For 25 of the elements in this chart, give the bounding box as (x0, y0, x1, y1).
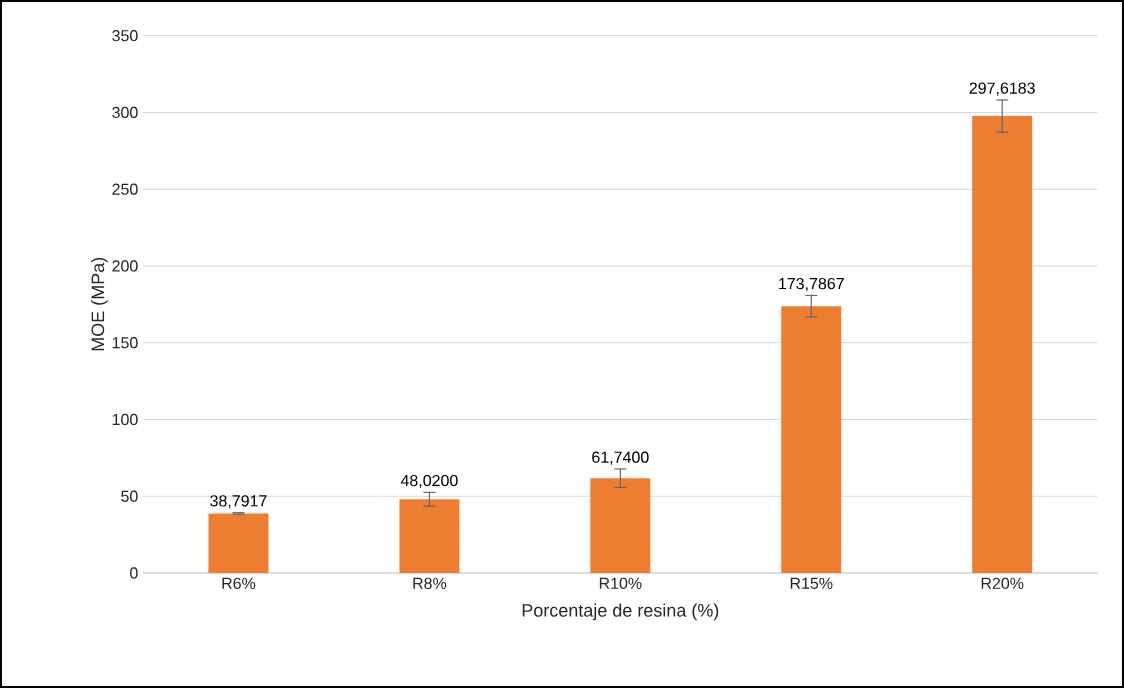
y-tick-label: 150 (112, 337, 138, 349)
bar (208, 513, 269, 573)
y-tick-label: 350 (112, 30, 138, 42)
bar (972, 116, 1033, 573)
y-tick-label: 300 (112, 106, 138, 119)
x-tick-label: R8% (413, 577, 447, 590)
bar (781, 306, 842, 573)
x-tick-label: R10% (599, 577, 642, 590)
y-tick-label: 50 (121, 490, 138, 502)
data-label: 297,6183 (969, 82, 1035, 96)
y-tick-label: 250 (112, 183, 138, 195)
y-tick-label: 200 (112, 260, 138, 272)
data-label: 48,0200 (400, 474, 458, 489)
bar (399, 499, 460, 573)
y-axis-title: MOE (MPa) (91, 257, 108, 351)
data-label: 61,7400 (592, 451, 649, 465)
x-tick-label: R20% (981, 577, 1024, 590)
x-tick-label: R15% (790, 577, 833, 589)
bar (590, 478, 651, 573)
x-axis-title: Porcentaje de resina (%) (522, 603, 719, 621)
y-tick-label: 0 (130, 567, 138, 579)
data-label: 38,7917 (210, 495, 267, 509)
data-label: 173,7867 (779, 277, 844, 292)
x-tick-label: R6% (222, 577, 256, 590)
y-tick-label: 100 (112, 413, 138, 426)
